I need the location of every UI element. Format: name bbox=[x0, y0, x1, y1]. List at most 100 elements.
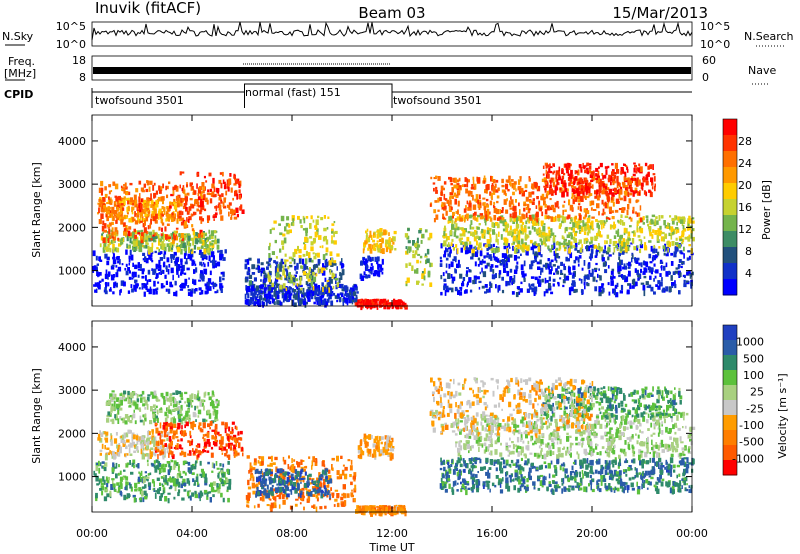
data-cell bbox=[142, 414, 145, 418]
cpid-segment-1-label: twofsound 3501 bbox=[95, 94, 184, 107]
data-cell bbox=[590, 272, 594, 277]
data-cell bbox=[400, 300, 404, 304]
data-cell bbox=[523, 207, 526, 212]
data-cell bbox=[334, 230, 338, 234]
data-cell bbox=[612, 181, 616, 184]
data-cell bbox=[115, 462, 118, 469]
data-cell bbox=[146, 288, 149, 292]
data-cell bbox=[517, 230, 520, 236]
data-cell bbox=[412, 253, 416, 259]
data-cell bbox=[553, 272, 556, 275]
data-cell bbox=[199, 241, 203, 244]
data-cell bbox=[596, 175, 600, 179]
data-cell bbox=[200, 205, 203, 210]
data-cell bbox=[634, 164, 638, 168]
data-cell bbox=[613, 247, 616, 253]
data-cell bbox=[483, 177, 487, 183]
data-cell bbox=[665, 226, 670, 229]
data-cell bbox=[323, 215, 326, 219]
data-cell bbox=[681, 230, 685, 236]
data-cell bbox=[145, 445, 150, 450]
data-cell bbox=[238, 183, 241, 189]
data-cell bbox=[598, 190, 602, 193]
data-cell bbox=[449, 177, 453, 183]
data-cell bbox=[103, 431, 106, 435]
data-cell bbox=[98, 272, 102, 276]
data-cell bbox=[486, 230, 490, 235]
data-cell bbox=[472, 231, 476, 237]
data-cell bbox=[570, 234, 573, 240]
data-cell bbox=[566, 191, 569, 197]
data-cell bbox=[660, 281, 663, 287]
data-cell bbox=[601, 190, 604, 195]
data-cell bbox=[333, 231, 335, 238]
data-cell bbox=[211, 240, 215, 243]
data-cell bbox=[200, 207, 203, 212]
data-cell bbox=[563, 182, 567, 188]
data-cell bbox=[481, 267, 483, 273]
data-cell bbox=[196, 174, 199, 177]
data-cell bbox=[602, 249, 606, 254]
data-cell bbox=[614, 172, 617, 175]
data-cell bbox=[560, 269, 563, 274]
data-cell bbox=[690, 218, 693, 224]
data-cell bbox=[180, 397, 184, 400]
data-cell bbox=[204, 253, 207, 259]
data-cell bbox=[590, 248, 594, 254]
data-cell bbox=[104, 287, 107, 292]
data-cell bbox=[583, 238, 586, 244]
data-cell bbox=[196, 201, 200, 207]
data-cell bbox=[376, 298, 380, 301]
data-cell bbox=[123, 222, 126, 227]
data-cell bbox=[384, 300, 388, 304]
data-cell bbox=[148, 186, 151, 192]
data-cell bbox=[578, 220, 580, 224]
data-cell bbox=[469, 214, 473, 218]
data-cell bbox=[134, 202, 137, 205]
data-cell bbox=[589, 241, 592, 245]
data-cell bbox=[381, 238, 384, 244]
data-cell bbox=[548, 276, 551, 282]
data-cell bbox=[276, 300, 280, 305]
data-cell bbox=[288, 256, 292, 260]
data-cell bbox=[456, 195, 459, 198]
data-cell bbox=[130, 232, 132, 236]
data-cell bbox=[131, 199, 135, 203]
data-cell bbox=[638, 179, 641, 186]
data-cell bbox=[205, 255, 208, 260]
data-cell bbox=[275, 256, 278, 259]
data-cell bbox=[165, 480, 168, 484]
data-cell bbox=[564, 277, 566, 281]
data-cell bbox=[227, 183, 230, 187]
data-cell bbox=[165, 280, 168, 285]
data-cell bbox=[227, 460, 230, 465]
data-cell bbox=[619, 189, 623, 195]
data-cell bbox=[506, 248, 509, 254]
data-cell bbox=[208, 234, 211, 240]
data-cell bbox=[603, 220, 606, 226]
data-cell bbox=[114, 454, 117, 459]
data-cell bbox=[442, 272, 445, 277]
data-cell bbox=[112, 393, 115, 398]
data-cell bbox=[220, 200, 223, 204]
data-cell bbox=[293, 258, 296, 265]
data-cell bbox=[223, 480, 227, 485]
data-cell bbox=[602, 222, 605, 229]
data-cell bbox=[503, 245, 507, 250]
data-cell bbox=[187, 285, 190, 288]
colorbar-swatch bbox=[723, 135, 737, 152]
data-cell bbox=[279, 301, 282, 306]
data-cell bbox=[144, 213, 148, 217]
data-cell bbox=[623, 275, 626, 279]
data-cell bbox=[549, 261, 552, 268]
data-cell bbox=[496, 217, 500, 221]
data-cell bbox=[140, 448, 143, 455]
data-cell bbox=[580, 169, 583, 173]
data-cell bbox=[555, 241, 559, 246]
data-cell bbox=[444, 225, 446, 231]
data-cell bbox=[202, 471, 205, 478]
data-cell bbox=[517, 256, 520, 259]
data-cell bbox=[549, 248, 553, 253]
data-cell bbox=[586, 225, 590, 230]
